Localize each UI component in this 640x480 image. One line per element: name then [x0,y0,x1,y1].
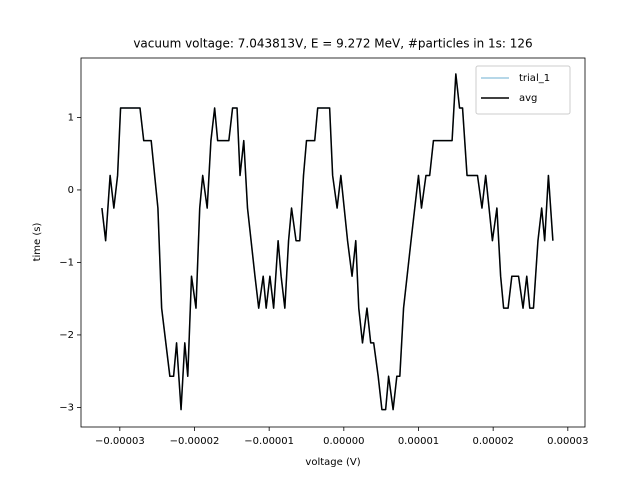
x-tick-label: 0.00000 [323,436,364,447]
x-axis-label: voltage (V) [305,457,360,468]
legend-label: trial_1 [519,73,550,84]
series-line [101,73,554,411]
chart-title: vacuum voltage: 7.043813V, E = 9.272 MeV… [133,37,532,51]
x-tick-label: −0.00001 [244,436,294,447]
y-tick-label: 0 [68,185,74,196]
y-tick-label: −3 [59,402,74,413]
x-tick-label: −0.00003 [95,436,145,447]
y-axis-label: time (s) [32,223,43,262]
y-tick-label: −2 [59,330,74,341]
legend-label: avg [519,93,537,104]
plot-frame [80,57,586,428]
x-tick-label: 0.00001 [398,436,439,447]
x-tick-label: −0.00002 [170,436,220,447]
y-tick-label: 1 [68,112,74,123]
series-line [101,73,554,411]
x-tick-label: 0.00003 [547,436,588,447]
y-tick-label: −1 [59,257,74,268]
x-tick-label: 0.00002 [472,436,513,447]
